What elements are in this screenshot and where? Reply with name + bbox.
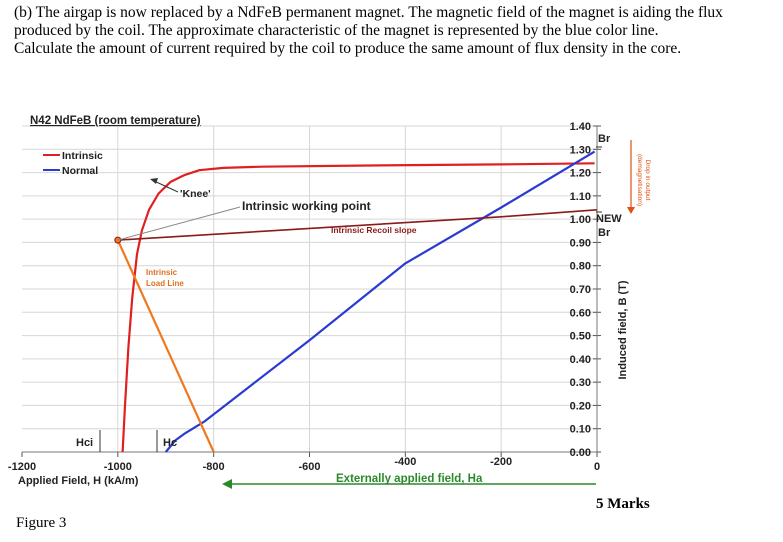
chart-axes — [21, 125, 601, 457]
y-tick-label: 0.70 — [570, 284, 591, 296]
annotation-new: NEW — [596, 213, 622, 225]
y-tick-label: 0.20 — [570, 400, 591, 412]
y-tick-label: 0.80 — [570, 261, 591, 273]
x-tick-label: -600 — [298, 461, 320, 473]
y-tick-label: 0.30 — [570, 377, 591, 389]
series-line-1 — [164, 150, 596, 453]
x-tick-label: -400 — [394, 456, 416, 468]
working-point-leader — [117, 206, 241, 241]
annotation-hc: Hc — [163, 437, 177, 449]
y-tick-label: 1.30 — [570, 144, 591, 156]
annotation-recoil: Intrinsic Recoil slope — [331, 225, 417, 235]
chart-grid — [22, 125, 597, 452]
annotation-knee: 'Knee' — [180, 188, 211, 200]
series-line-0 — [121, 162, 595, 453]
external-field-arrowhead — [222, 479, 232, 489]
chart-labels: 1.40 1.30 1.20 1.10 1.00 0.90 0.80 0.70 0.60 0.50… — [8, 115, 651, 487]
annotation-working-point: Intrinsic working point — [242, 199, 371, 213]
question-text: (b) The airgap is now replaced by a NdFe… — [14, 4, 776, 58]
x-tick-label: -1000 — [104, 461, 132, 473]
y-tick-label: 0.00 — [570, 447, 591, 459]
annotation-load-line-2: Load Line — [146, 279, 184, 288]
chart-lines — [99, 140, 635, 489]
legend-label-intrinsic: Intrinsic — [62, 150, 103, 162]
annotation-br-new: Br — [598, 227, 611, 239]
y-tick-label: 1.00 — [570, 214, 591, 226]
drop-arrowhead — [627, 207, 635, 214]
marks-label: 5 Marks — [596, 496, 650, 512]
y-tick-label: 0.90 — [570, 237, 591, 249]
x-tick-label: -200 — [490, 456, 512, 468]
chart-title: N42 NdFeB (room temperature) — [30, 115, 201, 127]
x-tick-label: -800 — [203, 461, 225, 473]
knee-arrowhead — [150, 178, 158, 184]
y-tick-label: 0.60 — [570, 307, 591, 319]
annotation-drop-2: (demagnetisation) — [636, 154, 643, 206]
series-line-2 — [117, 209, 598, 241]
annotation-br: Br — [598, 133, 611, 145]
y-tick-label: 1.20 — [570, 168, 591, 180]
y-tick-label: 0.10 — [570, 424, 591, 436]
y-tick-label: 1.10 — [570, 191, 591, 203]
question-statement: (b) The airgap is now replaced by a NdFe… — [14, 4, 723, 39]
x-axis-label: Applied Field, H (kA/m) — [18, 475, 139, 487]
x-tick-label: 0 — [594, 461, 600, 473]
annotation-hci: Hci — [76, 437, 93, 449]
x-tick-label: -1200 — [8, 461, 36, 473]
y-axis-label: Induced field, B (T) — [617, 280, 629, 379]
legend-label-normal: Normal — [62, 165, 98, 177]
annotation-drop-1: Drop in output — [644, 160, 651, 201]
series-line-3 — [116, 239, 215, 453]
y-tick-label: 0.40 — [570, 354, 591, 366]
annotation-load-line-1: Intrinsic — [146, 268, 178, 277]
y-tick-label: 1.40 — [570, 121, 591, 133]
annotation-external-field: Externally applied field, Ha — [336, 473, 483, 485]
y-tick-label: 0.50 — [570, 331, 591, 343]
figure-caption: Figure 3 — [16, 515, 67, 531]
question-task: Calculate the amount of current required… — [14, 40, 682, 57]
